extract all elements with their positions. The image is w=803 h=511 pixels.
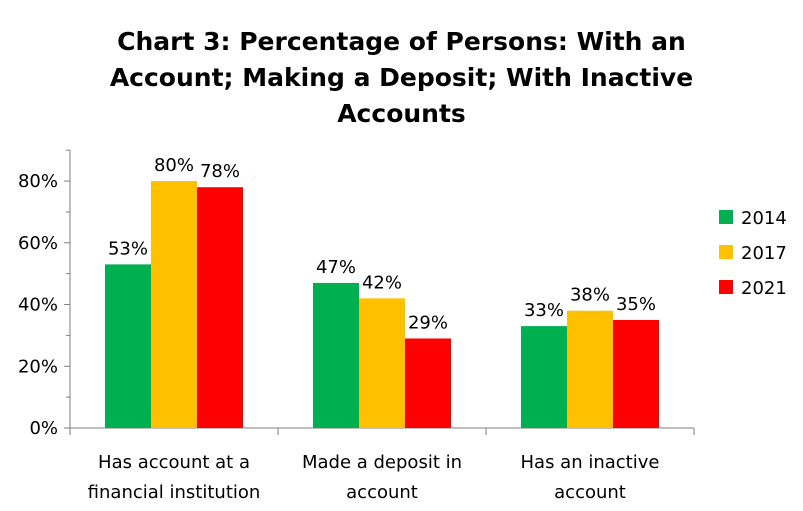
bar-2021 (197, 187, 243, 428)
bar-2021 (405, 338, 451, 428)
x-category-label: Made a deposit in (302, 452, 462, 473)
legend: 2014 2017 2021 (719, 208, 787, 299)
chart-title-line: Accounts (337, 99, 466, 128)
y-tick-label: 40% (18, 295, 58, 316)
data-label: 29% (408, 312, 448, 333)
x-category-label: account (346, 482, 418, 503)
data-label: 35% (616, 294, 656, 315)
x-category-label: Has an inactive (521, 452, 660, 473)
bars (105, 181, 659, 428)
legend-swatch-2017 (719, 245, 733, 259)
data-labels: 53% 80% 78% 47% 42% 29% 33% 38% 35% (108, 155, 656, 333)
data-label: 53% (108, 238, 148, 259)
data-label: 78% (200, 161, 240, 182)
data-label: 38% (570, 285, 610, 306)
bar-2017 (359, 298, 405, 428)
y-tick-label: 0% (29, 418, 58, 439)
y-tick-label: 20% (18, 356, 58, 377)
bar-2014 (521, 326, 567, 428)
legend-label: 2014 (741, 208, 787, 229)
legend-label: 2021 (741, 278, 787, 299)
legend-label: 2017 (741, 243, 787, 264)
data-label: 47% (316, 257, 356, 278)
bar-2014 (313, 282, 359, 428)
bar-2021 (613, 319, 659, 428)
data-label: 33% (524, 300, 564, 321)
bar-2017 (567, 310, 613, 428)
chart-title: Chart 3: Percentage of Persons: With an … (0, 24, 803, 132)
bar-2014 (105, 264, 151, 428)
y-tick-label: 60% (18, 233, 58, 254)
y-tick-label: 80% (18, 171, 58, 192)
data-label: 80% (154, 155, 194, 176)
legend-swatch-2021 (719, 280, 733, 294)
x-category-label: Has account at a (98, 452, 250, 473)
bar-2017 (151, 181, 197, 428)
chart-title-line: Chart 3: Percentage of Persons: With an (117, 27, 686, 56)
chart-title-line: Account; Making a Deposit; With Inactive (109, 63, 694, 92)
legend-swatch-2014 (719, 210, 733, 224)
data-label: 42% (362, 272, 402, 293)
x-category-label: account (554, 482, 626, 503)
x-category-label: financial institution (88, 482, 261, 503)
